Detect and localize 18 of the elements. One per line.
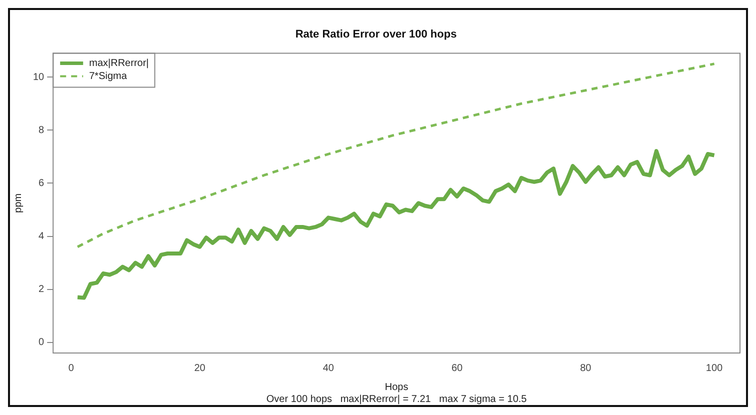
x-tick-label: 0 (68, 362, 74, 374)
y-tick-label: 2 (38, 284, 45, 296)
x-tick-label: 40 (322, 362, 334, 374)
x-tick-label: 80 (580, 362, 592, 374)
y-tick-label: 0 (38, 337, 45, 348)
y-tick-label: 6 (38, 178, 45, 189)
x-axis-title: Hops (384, 382, 408, 393)
x-tick-label: 60 (451, 362, 464, 374)
y-tick-label: 4 (38, 231, 45, 242)
y-tick-label: 10 (33, 72, 45, 83)
y-axis-title: ppm (12, 193, 24, 213)
x-tick-label: 100 (706, 362, 724, 374)
legend-label: max|RRerror| (89, 58, 149, 69)
text: Over 100 hops max|RRerror| = 7.21 max 7 sigma = 10.5 (266, 394, 528, 405)
chart-title: Rate Ratio Error over 100 hops (295, 28, 457, 41)
y-tick-label: 8 (38, 124, 45, 136)
x-tick-label: 20 (194, 362, 206, 374)
legend-label: 7*Sigma (89, 70, 128, 82)
